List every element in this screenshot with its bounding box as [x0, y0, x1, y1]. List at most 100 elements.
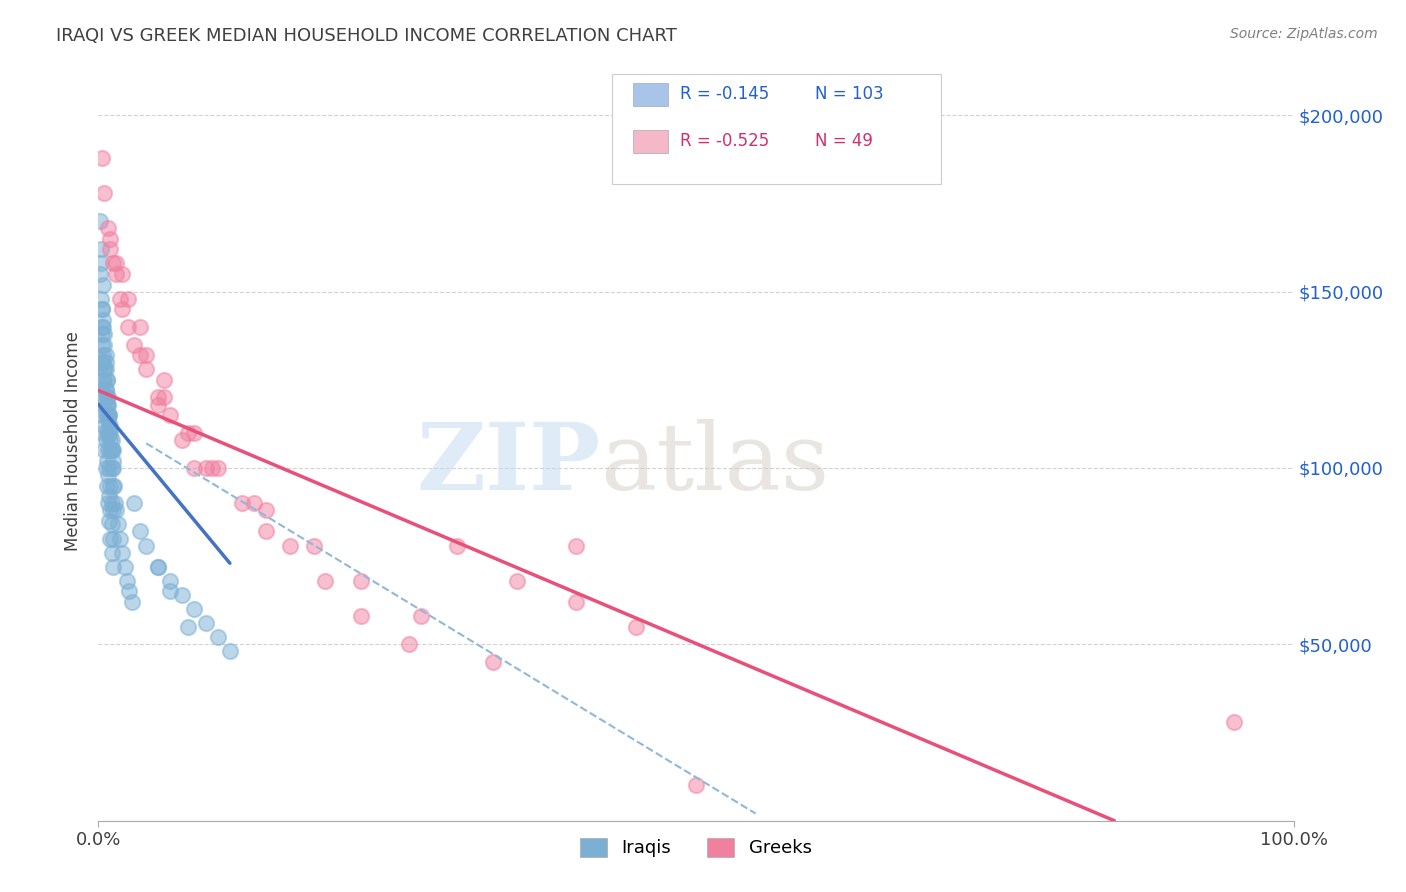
Point	[107, 517, 129, 532]
Point	[201, 461, 224, 475]
FancyBboxPatch shape	[633, 130, 668, 153]
Point	[91, 384, 114, 398]
Point	[135, 539, 157, 553]
Text: R = -0.525: R = -0.525	[681, 132, 769, 150]
Point	[148, 397, 170, 411]
Point	[91, 320, 114, 334]
Point	[97, 468, 120, 483]
Point	[97, 411, 120, 425]
Point	[91, 355, 114, 369]
Point	[97, 391, 120, 405]
Point	[97, 221, 120, 235]
Point	[91, 151, 114, 165]
Point	[350, 609, 373, 624]
Point	[207, 630, 229, 644]
Point	[254, 524, 277, 539]
Point	[153, 391, 176, 405]
Point	[177, 620, 200, 634]
Point	[90, 292, 112, 306]
Point	[129, 524, 152, 539]
Point	[98, 514, 121, 528]
Point	[172, 588, 194, 602]
Point	[98, 489, 121, 503]
Point	[565, 539, 588, 553]
Point	[685, 778, 707, 792]
Text: R = -0.145: R = -0.145	[681, 86, 769, 103]
Point	[89, 214, 111, 228]
Point	[148, 559, 170, 574]
Point	[91, 326, 114, 341]
Point	[93, 326, 115, 341]
Point	[98, 418, 122, 433]
Point	[101, 532, 124, 546]
Point	[101, 478, 124, 492]
Point	[626, 620, 648, 634]
Text: ZIP: ZIP	[416, 419, 600, 509]
Text: N = 49: N = 49	[815, 132, 873, 150]
Point	[94, 461, 117, 475]
Point	[129, 320, 152, 334]
Text: IRAQI VS GREEK MEDIAN HOUSEHOLD INCOME CORRELATION CHART: IRAQI VS GREEK MEDIAN HOUSEHOLD INCOME C…	[56, 27, 678, 45]
Point	[96, 373, 118, 387]
Legend: Iraqis, Greeks: Iraqis, Greeks	[572, 830, 820, 864]
Point	[101, 503, 124, 517]
Point	[91, 355, 114, 369]
FancyBboxPatch shape	[613, 74, 941, 184]
Point	[96, 425, 118, 440]
Point	[98, 408, 121, 422]
Point	[98, 232, 122, 246]
Point	[93, 373, 115, 387]
Point	[105, 503, 128, 517]
Point	[90, 256, 112, 270]
Point	[100, 443, 122, 458]
Point	[411, 609, 433, 624]
Point	[91, 348, 114, 362]
Point	[124, 496, 146, 510]
Point	[98, 532, 122, 546]
Point	[118, 584, 141, 599]
Point	[315, 574, 337, 588]
Y-axis label: Median Household Income: Median Household Income	[65, 332, 83, 551]
Point	[91, 277, 114, 292]
Point	[91, 373, 114, 387]
Point	[98, 425, 121, 440]
Point	[506, 574, 529, 588]
Point	[100, 496, 122, 510]
Point	[91, 408, 114, 422]
Point	[98, 443, 122, 458]
Point	[117, 320, 139, 334]
Point	[96, 397, 118, 411]
Point	[96, 397, 118, 411]
Point	[93, 391, 115, 405]
Point	[97, 397, 120, 411]
Point	[98, 425, 122, 440]
Point	[100, 461, 122, 475]
Point	[398, 637, 420, 651]
Text: atlas: atlas	[600, 419, 830, 509]
Point	[153, 373, 176, 387]
Point	[108, 292, 131, 306]
Point	[100, 517, 122, 532]
Point	[93, 418, 115, 433]
Point	[91, 425, 114, 440]
Point	[121, 595, 143, 609]
Point	[98, 478, 122, 492]
Point	[91, 320, 114, 334]
Point	[98, 243, 122, 257]
Point	[302, 539, 325, 553]
Point	[231, 496, 253, 510]
Point	[94, 348, 117, 362]
Point	[481, 655, 505, 669]
Point	[108, 532, 131, 546]
Point	[93, 186, 115, 200]
Point	[94, 355, 117, 369]
Point	[565, 595, 588, 609]
Point	[97, 408, 120, 422]
Point	[94, 408, 117, 422]
Point	[94, 384, 117, 398]
Point	[183, 461, 205, 475]
Point	[91, 313, 114, 327]
Point	[94, 384, 117, 398]
Point	[94, 433, 117, 447]
Point	[105, 267, 128, 281]
